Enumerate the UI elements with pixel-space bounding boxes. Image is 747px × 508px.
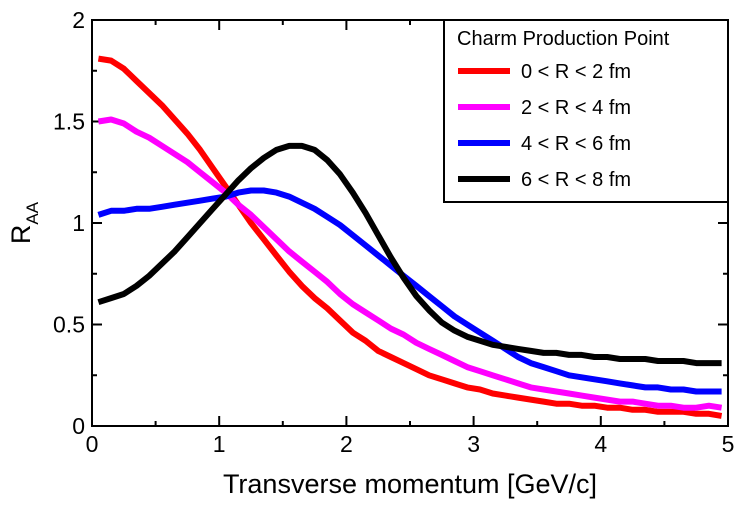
legend: Charm Production Point 0 < R < 2 fm 2 < R…: [443, 19, 729, 203]
y-tick-label: 0: [72, 413, 85, 439]
legend-label-4: 6 < R < 8 fm: [521, 169, 631, 191]
x-tick-label: 1: [213, 431, 226, 457]
legend-entries: 0 < R < 2 fm 2 < R < 4 fm 4 < R < 6 fm 6 < …: [458, 61, 631, 191]
legend-box: [443, 19, 729, 203]
x-tick-label: 0: [86, 431, 99, 457]
y-tick-label: 2: [72, 7, 85, 33]
y-tick-label: 1.5: [53, 109, 85, 135]
x-tick-label: 5: [722, 431, 735, 457]
legend-label-1: 0 < R < 2 fm: [521, 61, 631, 83]
series-line-4: [97, 142, 722, 367]
y-axis-title-sub: AA: [23, 201, 42, 224]
x-tick-label: 4: [594, 431, 607, 457]
legend-label-3: 4 < R < 6 fm: [521, 133, 631, 155]
series-line-2: [97, 116, 723, 411]
y-axis-ticks: 0 0.5 1 1.5 2: [53, 7, 728, 439]
series-lines: [97, 55, 723, 419]
x-tick-label: 3: [467, 431, 480, 457]
y-tick-label: 1: [72, 210, 85, 236]
svg-text:RAA: RAA: [6, 201, 42, 244]
series-line-3: [97, 187, 722, 395]
y-axis-title: RAA: [6, 201, 42, 244]
x-tick-label: 2: [340, 431, 353, 457]
legend-title: Charm Production Point: [457, 28, 670, 50]
y-tick-label: 0.5: [53, 312, 85, 338]
series-line-1: [97, 55, 723, 419]
x-axis-title: Transverse momentum [GeV/c]: [223, 469, 597, 499]
y-axis-title-main: R: [6, 225, 36, 245]
legend-label-2: 2 < R < 4 fm: [521, 97, 631, 119]
